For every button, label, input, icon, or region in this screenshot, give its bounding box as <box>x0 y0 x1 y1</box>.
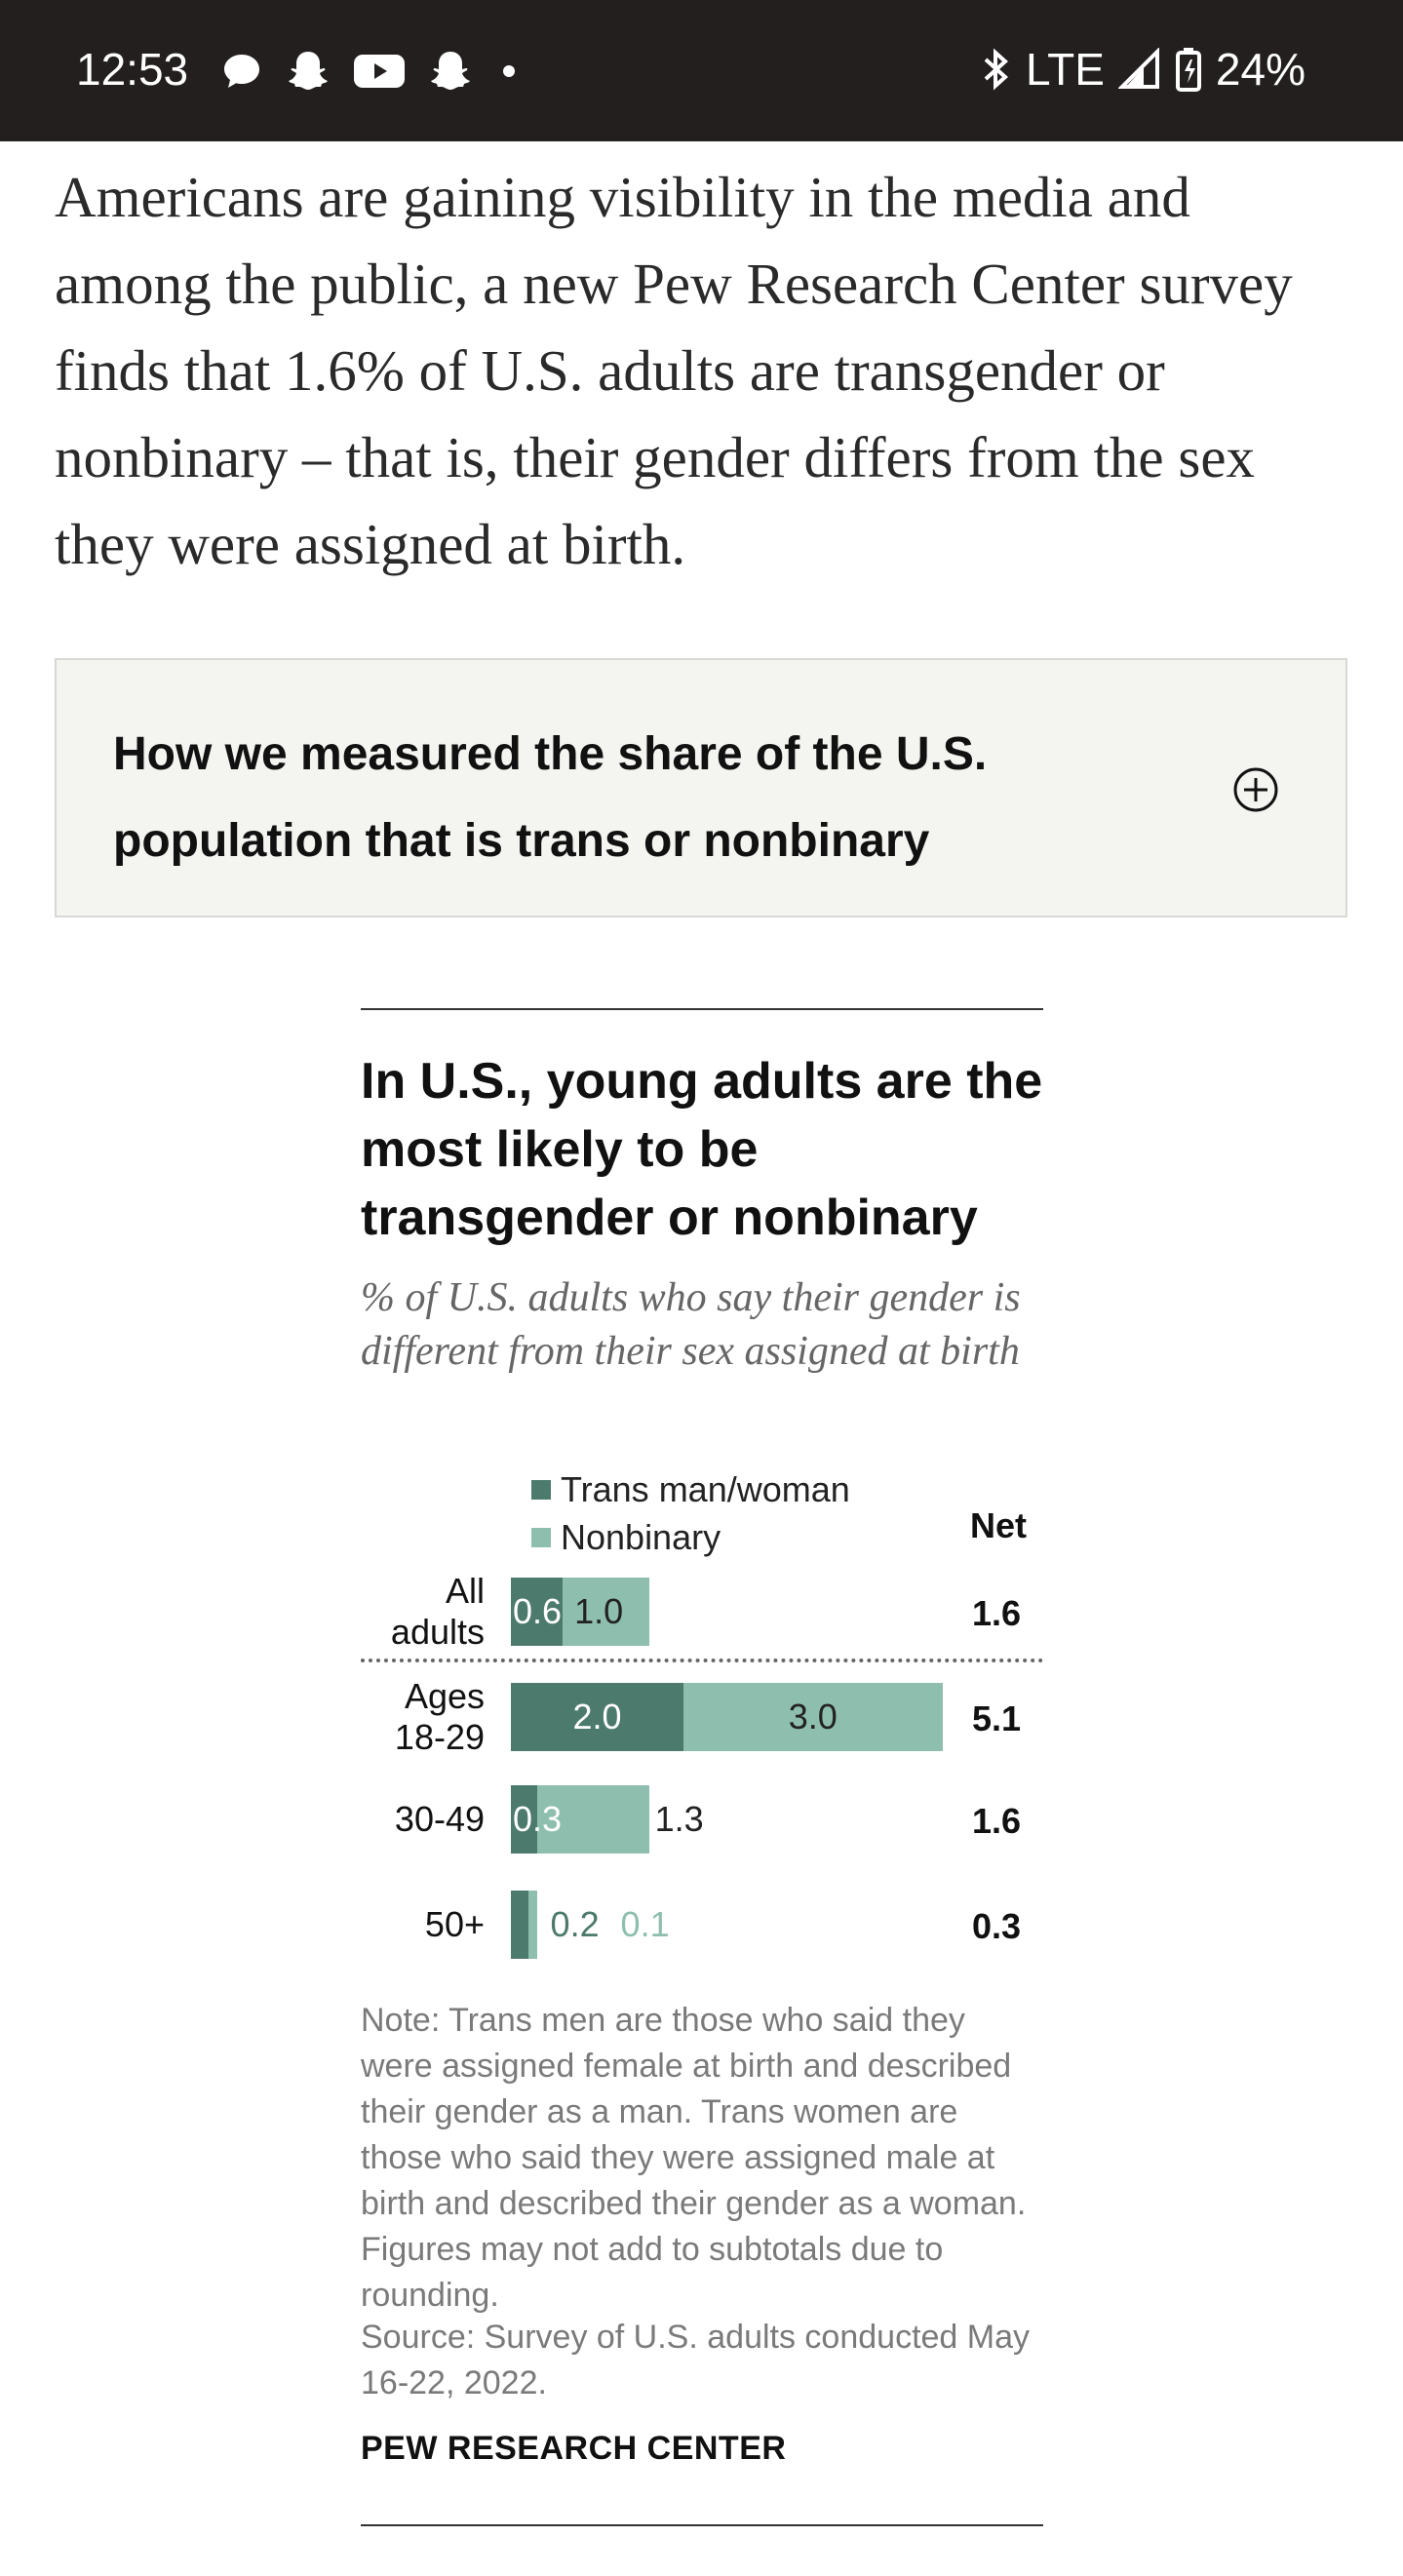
category-label: Ages 18-29 <box>329 1676 485 1758</box>
category-label-line: adults <box>390 1612 485 1652</box>
chart-source: Source: Survey of U.S. adults conducted … <box>361 2319 1031 2401</box>
data-label-nonbinary: 3.0 <box>788 1697 838 1737</box>
bar-trans <box>511 1683 683 1751</box>
bluetooth-icon <box>984 48 1008 91</box>
net-value: 1.6 <box>972 1801 1022 1841</box>
category-label: 50+ <box>329 1904 485 1945</box>
category-label-line: All <box>445 1571 485 1611</box>
chart-note: Note: Trans men are those who said they … <box>361 2002 1027 2314</box>
category-label-line: Ages <box>404 1676 485 1716</box>
article-paragraph: Americans are gaining visibility in the … <box>55 165 1293 576</box>
network-type: LTE <box>1025 44 1105 95</box>
bar-trans <box>511 1785 537 1854</box>
chart-bottom-rule <box>361 2524 1043 2526</box>
plus-circle-icon[interactable] <box>1231 765 1280 814</box>
category-label-line: 18-29 <box>394 1717 485 1757</box>
pew-brand: PEW RESEARCH CENTER <box>361 2430 787 2467</box>
legend-label-nonbinary: Nonbinary <box>561 1517 721 1557</box>
signal-icon <box>1117 48 1159 89</box>
net-header: Net <box>970 1505 1028 1545</box>
youtube-icon <box>354 55 405 88</box>
methodology-expander[interactable]: How we measured the share of the U.S. po… <box>55 658 1347 917</box>
data-label-trans: 0.3 <box>513 1799 563 1839</box>
data-label-nonbinary: 1.0 <box>574 1591 624 1631</box>
bar-nonbinary <box>683 1683 943 1751</box>
battery-icon <box>1175 48 1201 92</box>
dotted-divider <box>361 1659 1043 1662</box>
status-bar: 12:53 LTE 24% <box>0 0 1403 141</box>
legend-swatch-nonbinary <box>531 1528 551 1547</box>
bar-trans <box>511 1891 528 1959</box>
methodology-title: How we measured the share of the U.S. po… <box>113 728 988 867</box>
category-label-line: 50+ <box>424 1904 485 1944</box>
snapchat-icon <box>431 52 470 90</box>
chat-bubble-icon <box>224 55 259 88</box>
notification-icons <box>219 47 524 96</box>
data-label-trans: 0.6 <box>513 1591 563 1631</box>
bar-trans <box>511 1578 564 1646</box>
bar-nonbinary <box>536 1785 649 1854</box>
legend-trans: Trans man/woman <box>531 1469 850 1510</box>
net-value: 0.3 <box>972 1906 1022 1946</box>
data-label-trans: 2.0 <box>572 1697 622 1737</box>
snapchat-icon <box>289 52 328 90</box>
net-value: 5.1 <box>972 1698 1022 1738</box>
dot-icon <box>503 65 515 77</box>
chart-title: In U.S., young adults are the most likel… <box>361 1053 1043 1246</box>
legend-nonbinary: Nonbinary <box>531 1517 721 1558</box>
data-label-nonbinary: 0.1 <box>620 1904 670 1944</box>
data-label-nonbinary: 1.3 <box>654 1799 704 1839</box>
bar-nonbinary <box>527 1891 537 1959</box>
battery-percent: 24% <box>1215 44 1306 95</box>
category-label: All adults <box>329 1571 485 1653</box>
category-label-line: 30-49 <box>394 1799 485 1839</box>
category-label: 30-49 <box>329 1799 485 1840</box>
status-right: LTE 24% <box>979 43 1306 96</box>
legend-swatch-trans <box>531 1480 551 1500</box>
status-time: 12:53 <box>76 44 189 95</box>
chart-top-rule <box>361 1008 1043 1010</box>
chart-subtitle: % of U.S. adults who say their gender is… <box>361 1275 1021 1374</box>
legend-label-trans: Trans man/woman <box>561 1469 850 1509</box>
bar-nonbinary <box>563 1578 649 1646</box>
net-value: 1.6 <box>972 1593 1022 1633</box>
data-label-trans: 0.2 <box>550 1904 600 1944</box>
